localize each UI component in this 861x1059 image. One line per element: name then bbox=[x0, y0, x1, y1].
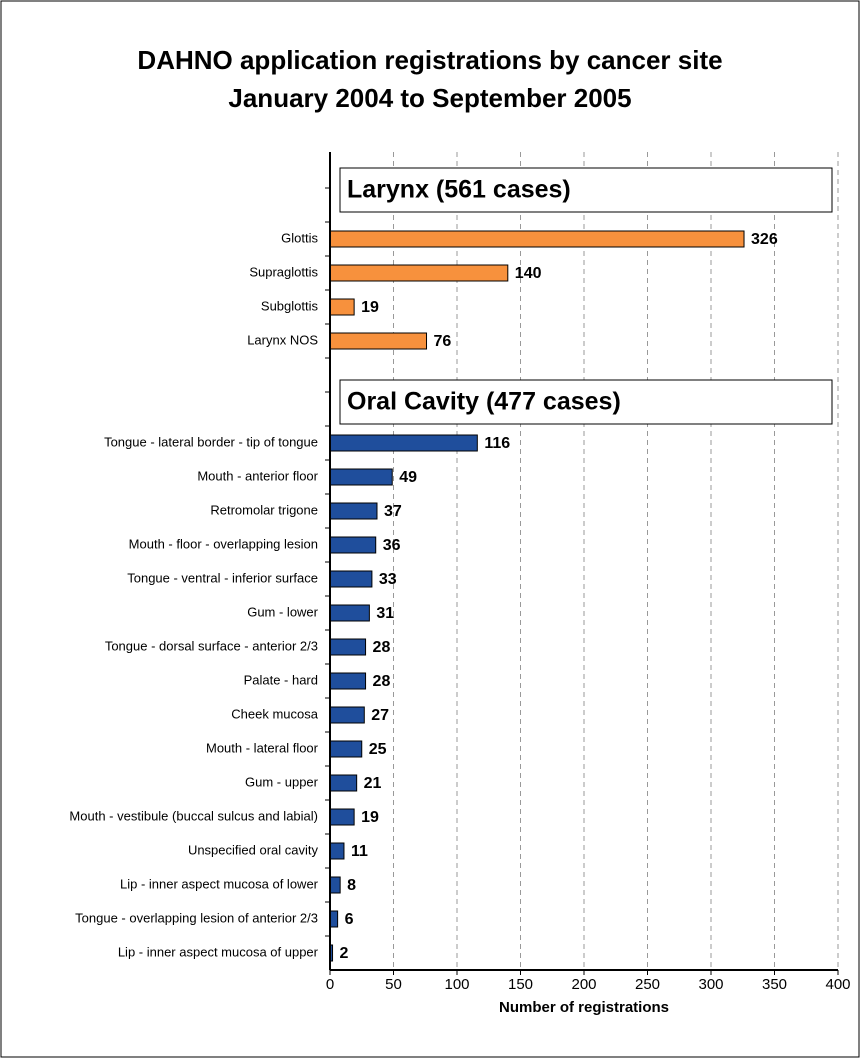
value-label: 140 bbox=[515, 265, 542, 282]
bar bbox=[329, 434, 478, 452]
y-tick-label: Retromolar trigone bbox=[210, 502, 318, 517]
group-header: Larynx (561 cases) bbox=[347, 176, 571, 204]
value-label: 21 bbox=[364, 775, 382, 792]
bar bbox=[329, 604, 370, 622]
value-label: 37 bbox=[384, 503, 402, 520]
y-tick-label: Mouth - lateral floor bbox=[206, 740, 319, 755]
bar bbox=[329, 264, 509, 282]
value-label: 8 bbox=[347, 877, 356, 894]
value-label: 11 bbox=[351, 843, 368, 860]
value-label: 19 bbox=[361, 299, 379, 316]
bar bbox=[329, 332, 428, 350]
group-header-box bbox=[339, 167, 833, 213]
bar bbox=[329, 570, 373, 588]
value-label: 25 bbox=[369, 741, 387, 758]
y-tick-label: Supraglottis bbox=[249, 264, 318, 279]
y-tick-label: Gum - upper bbox=[245, 774, 319, 789]
value-label: 19 bbox=[361, 809, 379, 826]
y-tick-label: Palate - hard bbox=[244, 672, 318, 687]
bar bbox=[329, 502, 378, 520]
group-header: Oral Cavity (477 cases) bbox=[347, 388, 621, 416]
y-tick-label: Mouth - floor - overlapping lesion bbox=[129, 536, 318, 551]
x-axis-label: Number of registrations bbox=[499, 999, 669, 1016]
y-tick-label: Cheek mucosa bbox=[231, 706, 318, 721]
y-tick-label: Tongue - lateral border - tip of tongue bbox=[104, 434, 318, 449]
x-tick-label: 100 bbox=[444, 976, 469, 993]
bar bbox=[329, 910, 339, 928]
x-tick-label: 50 bbox=[385, 976, 402, 993]
bar bbox=[329, 774, 358, 792]
y-tick-label: Mouth - vestibule (buccal sulcus and lab… bbox=[69, 808, 318, 823]
value-label: 2 bbox=[340, 945, 349, 962]
bar bbox=[329, 842, 345, 860]
y-tick-label: Lip - inner aspect mucosa of upper bbox=[118, 944, 319, 959]
y-tick-label: Gum - lower bbox=[247, 604, 318, 619]
y-tick-label: Tongue - dorsal surface - anterior 2/3 bbox=[105, 638, 318, 653]
x-tick-label: 350 bbox=[762, 976, 787, 993]
value-label: 31 bbox=[376, 605, 394, 622]
y-tick-label: Glottis bbox=[281, 230, 318, 245]
y-tick-label: Larynx NOS bbox=[247, 332, 318, 347]
x-tick-label: 150 bbox=[508, 976, 533, 993]
y-tick-label: Unspecified oral cavity bbox=[188, 842, 319, 857]
bar bbox=[329, 638, 367, 656]
y-tick-label: Subglottis bbox=[261, 298, 319, 313]
y-tick-label: Tongue - overlapping lesion of anterior … bbox=[75, 910, 318, 925]
chart-title: DAHNO application registrations by cance… bbox=[137, 45, 722, 75]
bar bbox=[329, 706, 365, 724]
value-label: 27 bbox=[371, 707, 389, 724]
x-tick-label: 0 bbox=[326, 976, 334, 993]
y-tick-label: Tongue - ventral - inferior surface bbox=[127, 570, 318, 585]
value-label: 76 bbox=[434, 333, 452, 350]
bar bbox=[329, 740, 363, 758]
value-label: 49 bbox=[399, 469, 417, 486]
x-tick-label: 250 bbox=[635, 976, 660, 993]
bar bbox=[329, 876, 341, 894]
bar bbox=[329, 468, 393, 486]
x-tick-label: 200 bbox=[571, 976, 596, 993]
bar bbox=[329, 672, 367, 690]
group-header-box bbox=[339, 379, 833, 425]
x-tick-label: 300 bbox=[698, 976, 723, 993]
bar bbox=[329, 298, 355, 316]
value-label: 28 bbox=[373, 673, 391, 690]
y-tick-label: Lip - inner aspect mucosa of lower bbox=[120, 876, 319, 891]
x-tick-label: 400 bbox=[825, 976, 850, 993]
value-label: 33 bbox=[379, 571, 397, 588]
value-label: 326 bbox=[751, 231, 778, 248]
value-label: 6 bbox=[345, 911, 354, 928]
bar bbox=[329, 536, 377, 554]
chart-subtitle: January 2004 to September 2005 bbox=[228, 83, 631, 113]
y-tick-label: Mouth - anterior floor bbox=[197, 468, 318, 483]
bar bbox=[329, 808, 355, 826]
bar bbox=[329, 230, 745, 248]
value-label: 36 bbox=[383, 537, 401, 554]
value-label: 28 bbox=[373, 639, 391, 656]
value-label: 116 bbox=[484, 435, 510, 452]
